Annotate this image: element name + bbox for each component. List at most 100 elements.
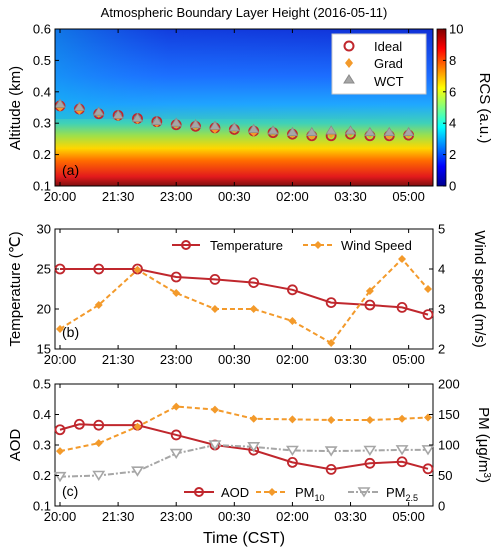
data-point-pm10 xyxy=(56,447,64,456)
y-tick-label: 200 xyxy=(438,377,460,392)
x-tick-label: 05:00 xyxy=(392,352,425,367)
panel-c-y2-ticks: 0 50 100 150 200 xyxy=(429,377,460,514)
data-point-pm2-5 xyxy=(208,440,222,451)
data-point-temperature xyxy=(325,297,337,309)
y-tick-label: 0.1 xyxy=(33,499,51,514)
x-tick-label: 21:30 xyxy=(102,509,135,524)
abl-point-wct xyxy=(73,101,86,111)
legend-wind-marker xyxy=(314,241,322,249)
data-point-wind-speed xyxy=(327,339,336,347)
y-tick-label: 0.3 xyxy=(33,116,51,131)
panel-b-x-ticks: 20:00 21:30 23:00 00:30 02:00 03:30 05:00 xyxy=(44,229,425,367)
legend-temperature-marker xyxy=(181,240,191,250)
x-tick-label: 20:00 xyxy=(44,352,77,367)
data-point-pm2-5 xyxy=(169,448,183,460)
abl-point-wct xyxy=(344,125,357,135)
colorbar-tick-label: 6 xyxy=(449,84,456,99)
x-tick-label: 02:00 xyxy=(276,509,309,524)
abl-point-wct xyxy=(170,117,182,127)
abl-point-wct xyxy=(267,125,279,135)
y-tick-label: 5 xyxy=(438,222,445,237)
data-point-pm10 xyxy=(288,415,297,424)
data-point-pm2-5 xyxy=(395,445,409,456)
x-tick-label: 20:00 xyxy=(44,189,77,204)
data-point-pm2-5 xyxy=(421,445,435,456)
y-tick-label: 30 xyxy=(37,222,51,237)
legend-pm10-marker xyxy=(268,488,276,496)
colorbar-ticks: 0 2 4 6 8 10 xyxy=(443,22,463,194)
data-point-pm10 xyxy=(424,413,432,422)
data-point-pm10 xyxy=(172,402,181,411)
data-point-wind-speed xyxy=(210,305,219,313)
x-tick-label: 03:30 xyxy=(334,352,367,367)
y-tick-label: 0.1 xyxy=(33,179,51,194)
colorbar-tick-label: 0 xyxy=(449,179,456,194)
x-tick-label: 00:30 xyxy=(218,189,251,204)
panel-c-label: (c) xyxy=(62,483,78,499)
data-point-wind-speed xyxy=(424,285,432,293)
legend-wct-label: WCT xyxy=(374,74,404,89)
data-point-temperature xyxy=(422,309,434,321)
data-point-pm10 xyxy=(365,415,374,424)
panel-b-y-ticks: 15 20 25 30 xyxy=(37,222,59,357)
data-point-pm10 xyxy=(210,405,219,414)
abl-point-wct xyxy=(286,126,299,137)
data-point-temperature xyxy=(396,301,408,313)
panel-c-y-ticks: 0.1 0.2 0.3 0.4 0.5 xyxy=(33,377,59,514)
data-point-pm10 xyxy=(133,422,142,431)
series-line-wind-speed xyxy=(59,257,429,345)
data-point-temperature xyxy=(209,273,221,285)
panel-b-label: (b) xyxy=(62,324,79,340)
x-tick-label: 00:30 xyxy=(218,509,251,524)
panel-a-title: Atmospheric Boundary Layer Height (2016-… xyxy=(101,5,388,20)
data-point-pm2-5 xyxy=(53,471,67,483)
legend-ideal-label: Ideal xyxy=(374,39,402,54)
colorbar-tick-label: 8 xyxy=(449,53,456,68)
abl-point-wct xyxy=(383,126,395,137)
legend-aod-marker xyxy=(194,487,204,497)
data-point-wind-speed xyxy=(398,255,407,263)
data-point-aod xyxy=(170,429,182,441)
legend-pm25-marker xyxy=(357,487,371,498)
abl-point-wct xyxy=(112,109,124,119)
panel-c-ylabel: AOD xyxy=(7,429,24,462)
abl-point-wct xyxy=(306,126,318,137)
x-tick-label: 03:30 xyxy=(334,189,367,204)
data-point-wind-speed xyxy=(172,289,181,297)
panel-a-ylabel: Altitude (km) xyxy=(7,66,24,150)
data-point-pm10 xyxy=(94,439,103,448)
abl-point-wct xyxy=(189,119,202,129)
data-point-wind-speed xyxy=(133,265,142,274)
abl-point-wct xyxy=(131,112,144,122)
y-tick-label: 0.5 xyxy=(33,377,51,392)
x-tick-label: 23:00 xyxy=(160,509,193,524)
legend-ideal-marker xyxy=(343,40,355,52)
y-tick-label: 4 xyxy=(438,262,445,277)
y-tick-label: 100 xyxy=(438,438,460,453)
data-point-aod xyxy=(396,456,408,468)
x-tick-label: 23:00 xyxy=(160,352,193,367)
panel-c-plot xyxy=(53,402,435,483)
y-tick-label: 25 xyxy=(37,262,51,277)
data-point-temperature xyxy=(248,277,260,289)
legend-wind-label: Wind Speed xyxy=(341,238,412,253)
y-tick-label: 15 xyxy=(37,342,51,357)
legend-temperature-label: Temperature xyxy=(210,238,283,253)
legend-wct-marker xyxy=(343,74,355,84)
panel-a-x-ticks: 20:00 21:30 23:00 00:30 02:00 03:30 05:00 xyxy=(44,29,425,204)
y-tick-label: 0.2 xyxy=(33,468,51,483)
panel-c-y2label: PM (μg/m3) xyxy=(475,407,491,483)
panel-b-legend: Temperature Wind Speed xyxy=(172,238,412,253)
panel-b-plot xyxy=(54,255,434,347)
data-point-pm2-5 xyxy=(92,470,106,482)
x-tick-label: 02:00 xyxy=(276,189,309,204)
data-point-aod xyxy=(364,457,376,469)
x-tick-label: 05:00 xyxy=(392,509,425,524)
abl-point-wct xyxy=(209,120,221,130)
x-tick-label: 20:00 xyxy=(44,509,77,524)
y-tick-label: 2 xyxy=(438,342,445,357)
y-tick-label: 0.4 xyxy=(33,84,51,99)
abl-point-wct xyxy=(228,122,241,132)
legend-grad-marker xyxy=(345,58,353,68)
y-tick-label: 0.6 xyxy=(33,22,51,37)
